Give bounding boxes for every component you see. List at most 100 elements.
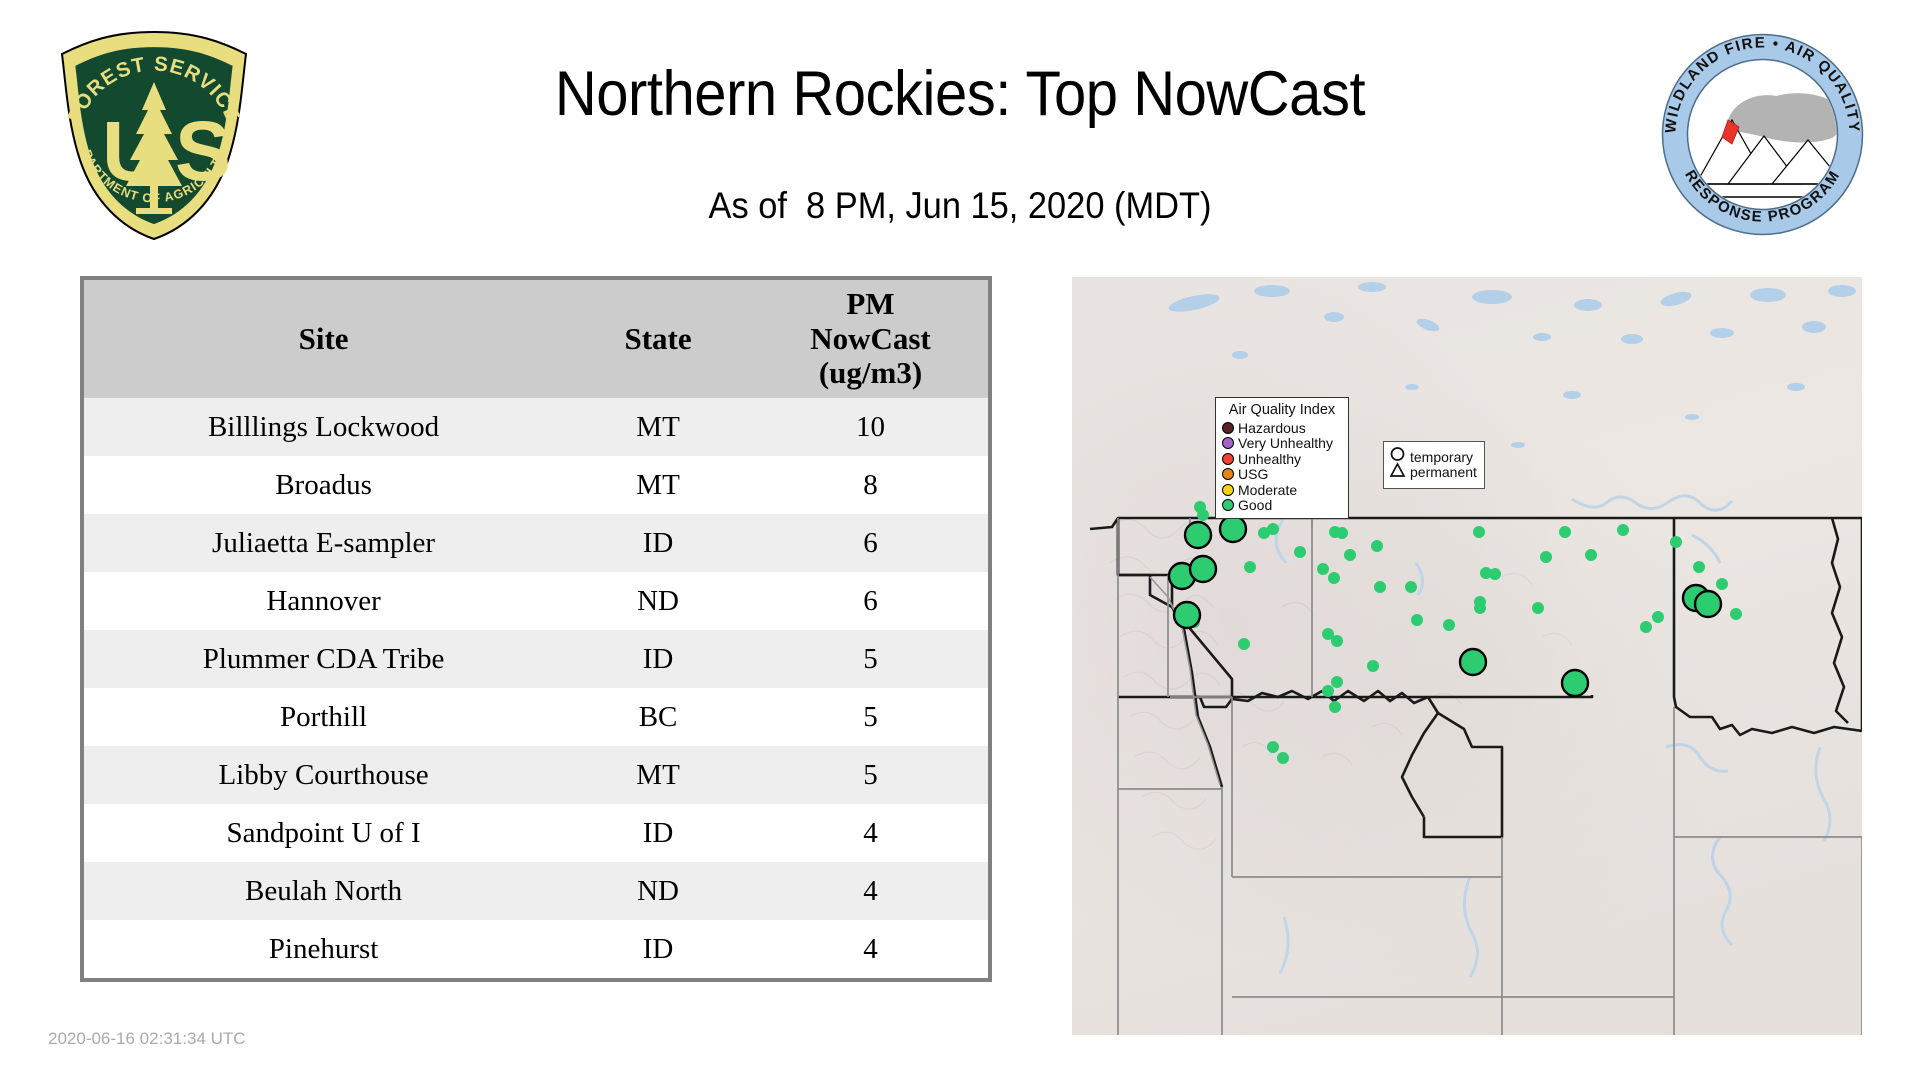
monitor-marker[interactable] bbox=[1367, 660, 1379, 672]
wildland-fire-air-quality-response-program-logo: WILDLAND FIRE • AIR QUALITY RESPONSE PRO… bbox=[1660, 32, 1865, 237]
monitor-marker[interactable] bbox=[1329, 701, 1341, 713]
monitor-marker[interactable] bbox=[1374, 581, 1386, 593]
aqi-label-good: Good bbox=[1238, 497, 1273, 514]
cell-state: MT bbox=[636, 410, 680, 443]
table-row: Billlings Lockwood MT 10 bbox=[84, 398, 988, 456]
monitor-site-map[interactable] bbox=[1072, 277, 1862, 1035]
monitor-marker[interactable] bbox=[1267, 741, 1279, 753]
monitor-marker[interactable] bbox=[1331, 635, 1343, 647]
table-row: Broadus MT 8 bbox=[84, 456, 988, 514]
map-state-outlines-faint bbox=[1117, 518, 1862, 1035]
monitor-marker[interactable] bbox=[1328, 572, 1340, 584]
map-rivers bbox=[1270, 476, 1832, 978]
page-title: Northern Rockies: Top NowCast bbox=[554, 59, 1366, 129]
generated-timestamp: 2020-06-16 02:31:34 UTC bbox=[48, 1029, 246, 1048]
monitor-marker[interactable] bbox=[1405, 581, 1417, 593]
monitor-marker[interactable] bbox=[1244, 561, 1256, 573]
aqi-label-moderate: Moderate bbox=[1238, 481, 1298, 498]
monitor-marker-top-site[interactable] bbox=[1183, 520, 1213, 550]
column-header-pm-line-3: (ug/m3) bbox=[818, 355, 923, 391]
cell-pm: 5 bbox=[863, 642, 878, 675]
monitor-marker-top-site[interactable] bbox=[1218, 514, 1248, 544]
monitor-marker-top-site[interactable] bbox=[1560, 668, 1590, 698]
monitor-marker[interactable] bbox=[1411, 614, 1423, 626]
monitor-marker[interactable] bbox=[1640, 621, 1652, 633]
monitor-marker[interactable] bbox=[1322, 628, 1334, 640]
monitor-marker[interactable] bbox=[1585, 549, 1597, 561]
forest-service-logo: FOREST SERVICE DEPARTMENT OF AGRICULTURE… bbox=[49, 17, 254, 243]
cell-site: Broadus bbox=[275, 468, 372, 501]
site-type-legend-labels: temporary permanent bbox=[1410, 450, 1477, 479]
monitor-marker[interactable] bbox=[1331, 676, 1343, 688]
table-row: Beulah North ND 4 bbox=[84, 862, 988, 920]
cell-pm: 5 bbox=[863, 700, 878, 733]
table-row: Hannover ND 6 bbox=[84, 572, 988, 630]
column-header-pm-line-1: PM bbox=[846, 285, 895, 321]
monitor-marker-top-site[interactable] bbox=[1693, 589, 1723, 619]
cell-site: Porthill bbox=[280, 700, 368, 733]
monitor-marker[interactable] bbox=[1670, 536, 1682, 548]
aqi-swatch-usg bbox=[1222, 468, 1234, 481]
monitor-marker[interactable] bbox=[1443, 619, 1455, 631]
aqi-label-very-unhealthy: Very Unhealthy bbox=[1238, 435, 1333, 452]
aqi-legend-row-very-unhealthy: Very Unhealthy bbox=[1222, 435, 1342, 452]
monitor-marker[interactable] bbox=[1473, 526, 1485, 538]
table-row: Libby Courthouse MT 5 bbox=[84, 746, 988, 804]
monitor-marker[interactable] bbox=[1617, 524, 1629, 536]
aqi-legend-title: Air Quality Index bbox=[1228, 402, 1336, 418]
column-header-pm-line-2: NowCast bbox=[810, 320, 931, 356]
monitor-marker-top-site[interactable] bbox=[1458, 647, 1488, 677]
cell-pm: 4 bbox=[863, 874, 878, 907]
site-type-label-temporary: temporary bbox=[1410, 448, 1474, 465]
program-logo-flame-icon bbox=[1721, 119, 1740, 145]
monitor-marker[interactable] bbox=[1371, 540, 1383, 552]
monitor-marker[interactable] bbox=[1474, 602, 1486, 614]
table-row: Porthill BC 5 bbox=[84, 688, 988, 746]
monitor-marker[interactable] bbox=[1716, 578, 1728, 590]
monitor-marker[interactable] bbox=[1277, 752, 1289, 764]
monitor-marker[interactable] bbox=[1197, 509, 1209, 521]
cell-state: MT bbox=[636, 758, 680, 791]
top-nowcast-table-container: Site State PM NowCast (ug/m3) Billlings … bbox=[80, 276, 992, 982]
monitor-marker[interactable] bbox=[1693, 561, 1705, 573]
monitor-marker[interactable] bbox=[1294, 546, 1306, 558]
monitor-marker[interactable] bbox=[1238, 638, 1250, 650]
aqi-swatch-good bbox=[1222, 499, 1234, 512]
monitor-marker[interactable] bbox=[1540, 551, 1552, 563]
monitor-marker[interactable] bbox=[1322, 685, 1334, 697]
cell-site: Billlings Lockwood bbox=[207, 410, 440, 443]
monitor-marker[interactable] bbox=[1480, 567, 1492, 579]
cell-site: Sandpoint U of I bbox=[226, 816, 421, 849]
monitor-marker[interactable] bbox=[1258, 527, 1270, 539]
monitor-marker[interactable] bbox=[1652, 611, 1664, 623]
monitor-marker[interactable] bbox=[1730, 608, 1742, 620]
column-header-site: Site bbox=[298, 320, 349, 356]
monitor-marker[interactable] bbox=[1336, 527, 1348, 539]
top-nowcast-table: Site State PM NowCast (ug/m3) Billlings … bbox=[84, 280, 988, 978]
fs-logo-pine-tree-icon bbox=[126, 82, 182, 214]
table-header-row: Site State PM NowCast (ug/m3) bbox=[84, 280, 988, 398]
monitor-marker-top-site[interactable] bbox=[1188, 554, 1218, 584]
monitor-marker[interactable] bbox=[1317, 563, 1329, 575]
monitor-marker[interactable] bbox=[1559, 526, 1571, 538]
aqi-label-unhealthy: Unhealthy bbox=[1238, 450, 1302, 467]
aqi-label-hazardous: Hazardous bbox=[1238, 419, 1306, 436]
cell-state: MT bbox=[636, 468, 680, 501]
aqi-legend-row-moderate: Moderate bbox=[1222, 482, 1342, 498]
aqi-swatch-unhealthy bbox=[1222, 452, 1234, 465]
map-canvas bbox=[1072, 277, 1862, 1035]
aqi-swatch-moderate bbox=[1222, 483, 1234, 496]
aqi-swatch-hazardous bbox=[1222, 421, 1234, 434]
monitor-markers-top-sites[interactable] bbox=[1167, 514, 1723, 698]
site-type-legend-symbols bbox=[1389, 445, 1406, 484]
cell-state: BC bbox=[638, 700, 678, 733]
cell-pm: 6 bbox=[863, 584, 878, 617]
monitor-marker[interactable] bbox=[1532, 602, 1544, 614]
cell-pm: 4 bbox=[863, 816, 878, 849]
monitor-marker[interactable] bbox=[1489, 568, 1501, 580]
table-row: Sandpoint U of I ID 4 bbox=[84, 804, 988, 862]
monitor-marker[interactable] bbox=[1267, 523, 1279, 535]
aqi-label-usg: USG bbox=[1238, 466, 1269, 483]
monitor-marker[interactable] bbox=[1344, 549, 1356, 561]
monitor-marker-top-site[interactable] bbox=[1172, 600, 1202, 630]
